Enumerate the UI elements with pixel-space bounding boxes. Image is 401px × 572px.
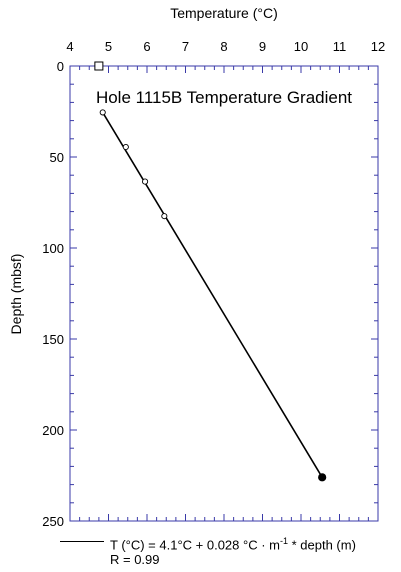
x-tick-label: 4: [66, 39, 73, 54]
y-tick-label: 100: [42, 241, 64, 256]
data-point-open-circle: [161, 213, 168, 220]
data-point-filled-circle: [318, 473, 327, 482]
legend: T (°C) = 4.1°C + 0.028 °C · m-1 * depth …: [110, 534, 356, 567]
y-tick-label: 0: [57, 59, 64, 74]
chart-title: Hole 1115B Temperature Gradient: [96, 88, 352, 107]
x-tick-label: 11: [333, 39, 347, 54]
x-tick-label: 6: [143, 39, 150, 54]
fit-line: [102, 111, 323, 478]
legend-line-sample: [60, 541, 104, 542]
x-tick-label: 9: [259, 39, 266, 54]
x-tick-label: 12: [371, 39, 385, 54]
legend-r-value: R = 0.99: [110, 552, 160, 568]
plot-area: 4 5 6 7 8 9 10 11 12 0 50 100 150 200 250: [42, 39, 385, 529]
x-tick-label: 8: [220, 39, 227, 54]
data-point-open-circle: [142, 178, 149, 185]
x-tick-label: 10: [294, 39, 308, 54]
x-tick-label: 5: [105, 39, 112, 54]
x-axis-label: Temperature (°C): [170, 5, 278, 21]
y-tick-label: 50: [50, 150, 64, 165]
legend-equation: T (°C) = 4.1°C + 0.028 °C · m-1 * depth …: [110, 536, 356, 553]
data-point-open-square: [94, 61, 104, 71]
x-tick-label: 7: [182, 39, 189, 54]
y-axis-label: Depth (mbsf): [8, 254, 24, 335]
y-tick-label: 200: [42, 423, 64, 438]
data-point-open-circle: [122, 143, 129, 151]
y-tick-label: 250: [42, 514, 64, 529]
data-point-open-circle: [99, 109, 106, 116]
y-tick-label: 150: [42, 332, 64, 347]
